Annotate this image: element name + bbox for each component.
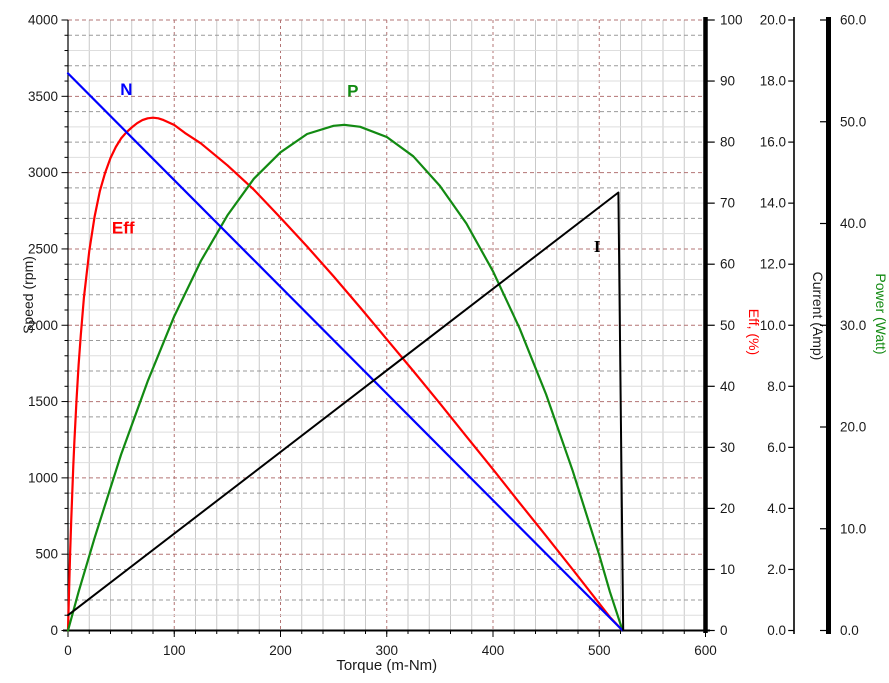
speed-tick-label: 4000 <box>28 13 58 28</box>
current-tick-label: 4.0 <box>767 501 786 516</box>
power-axis-title: Power (Watt) <box>873 273 889 354</box>
power-tick-label: 50.0 <box>840 114 866 129</box>
eff-tick-label: 10 <box>720 562 735 577</box>
eff-tick-label: 50 <box>720 318 735 333</box>
power-tick-label: 40.0 <box>840 216 866 231</box>
series-label-Eff: Eff <box>112 219 135 238</box>
grid <box>68 19 706 631</box>
current-tick-label: 2.0 <box>767 562 786 577</box>
eff-axis: 0 10 20 30 40 50 60 70 80 90 100 Eff, (%) <box>703 13 762 638</box>
x-axis: 0 100 200 300 400 500 600 Torque (m-Nm) <box>63 629 717 674</box>
x-tick-label: 100 <box>163 643 186 658</box>
current-tick-label: 18.0 <box>760 74 786 89</box>
power-tick-label: 10.0 <box>840 521 866 536</box>
series-I <box>67 191 625 632</box>
current-tick-label: 16.0 <box>760 135 786 150</box>
speed-tick-label: 1000 <box>28 470 58 485</box>
speed-tick-label: 1500 <box>28 394 58 409</box>
current-tick-label: 0.0 <box>767 623 786 638</box>
series-label-I: I <box>594 237 601 256</box>
eff-tick-label: 60 <box>720 257 735 272</box>
eff-tick-label: 90 <box>720 74 735 89</box>
current-tick-label: 6.0 <box>767 440 786 455</box>
speed-tick-label: 3500 <box>28 89 58 104</box>
eff-tick-label: 80 <box>720 135 735 150</box>
series-Eff <box>66 116 624 632</box>
power-tick-label: 20.0 <box>840 420 866 435</box>
x-tick-label: 400 <box>482 643 505 658</box>
eff-tick-label: 0 <box>720 623 728 638</box>
series: Eff P N I <box>66 72 625 632</box>
speed-tick-label: 2000 <box>28 318 58 333</box>
x-tick-label: 500 <box>588 643 611 658</box>
current-tick-label: 20.0 <box>760 13 786 28</box>
current-axis: 0.0 2.0 4.0 6.0 8.0 10.0 12.0 14.0 16.0 18.0 20.0 C… <box>760 13 826 639</box>
x-tick-label: 200 <box>269 643 292 658</box>
speed-axis-title: Speed (rpm) <box>20 256 36 334</box>
x-axis-title: Torque (m-Nm) <box>336 657 437 674</box>
eff-tick-label: 30 <box>720 440 735 455</box>
speed-axis: 0 500 1000 1500 2000 2500 3000 3500 4000 Speed (r… <box>20 13 69 638</box>
eff-axis-title: Eff, (%) <box>746 309 762 355</box>
eff-tick-label: 20 <box>720 501 735 516</box>
speed-tick-label: 2500 <box>28 241 58 256</box>
speed-tick-label: 3000 <box>28 165 58 180</box>
speed-tick-label: 0 <box>50 623 58 638</box>
series-label-N: N <box>120 80 132 99</box>
x-tick-label: 300 <box>375 643 398 658</box>
current-tick-label: 14.0 <box>760 196 786 211</box>
power-tick-label: 60.0 <box>840 13 866 28</box>
x-tick-label: 600 <box>694 643 717 658</box>
current-tick-label: 10.0 <box>760 318 786 333</box>
power-tick-label: 30.0 <box>840 318 866 333</box>
current-tick-label: 12.0 <box>760 257 786 272</box>
current-tick-label: 8.0 <box>767 379 786 394</box>
series-N <box>66 72 624 632</box>
series-label-P: P <box>347 81 358 100</box>
eff-tick-label: 70 <box>720 196 735 211</box>
eff-tick-label: 100 <box>720 13 743 28</box>
eff-tick-label: 40 <box>720 379 735 394</box>
current-axis-title: Current (Amp) <box>810 272 826 361</box>
power-tick-label: 0.0 <box>840 623 859 638</box>
speed-tick-label: 500 <box>35 547 58 562</box>
power-axis: 0.0 10.0 20.0 30.0 40.0 50.0 60.0 Power (Watt) <box>820 13 889 638</box>
series-P <box>66 123 624 632</box>
x-tick-label: 0 <box>64 643 72 658</box>
